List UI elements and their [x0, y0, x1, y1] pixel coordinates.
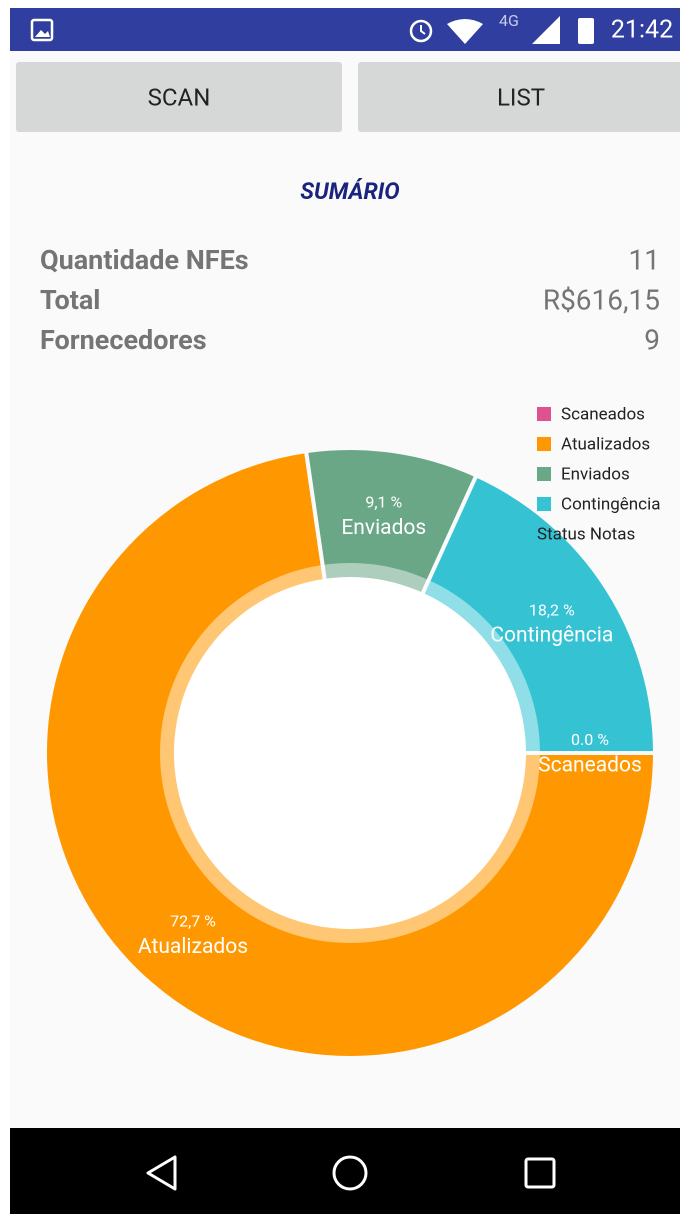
slice-value-label: 72,7 %: [170, 912, 216, 931]
home-button[interactable]: [332, 1155, 368, 1191]
navigation-bar: [10, 1128, 680, 1214]
chart-description: Status Notas: [537, 524, 635, 544]
summary-label: Fornecedores: [40, 324, 207, 356]
signal-icon: [532, 16, 560, 44]
legend-swatch: [537, 497, 551, 511]
wifi-icon: [447, 19, 483, 44]
summary-rows: Quantidade NFEs 11 Total R$616,15 Fornecedor…: [40, 243, 660, 356]
slice-category-label: Contingência: [490, 624, 613, 648]
hole: [174, 577, 526, 929]
slice-category-label: Scaneados: [538, 754, 642, 778]
legend-label: Scaneados: [561, 404, 645, 424]
slice-value-label: 0.0 %: [571, 730, 609, 749]
image-icon-glyph: [35, 30, 50, 37]
legend-label: Enviados: [561, 464, 630, 484]
clock: 21:42: [611, 16, 673, 45]
legend-swatch: [537, 467, 551, 481]
summary-value: R$616,15: [543, 283, 660, 316]
summary-label: Total: [40, 284, 100, 316]
slice-category-label: Enviados: [341, 516, 426, 540]
summary-label: Quantidade NFEs: [40, 244, 249, 276]
slice-value-label: 18,2 %: [529, 600, 575, 619]
alarm-icon: [409, 19, 433, 43]
donut-chart: 0.0 % Scaneados 72,7 % Atualizados 9,1 % Envi…: [43, 404, 660, 1060]
legend-label: Atualizados: [561, 434, 650, 454]
legend-label: Contingência: [561, 494, 660, 514]
summary-value: 11: [629, 243, 660, 276]
recents-button[interactable]: [524, 1157, 556, 1189]
network-type: 4G: [499, 11, 519, 30]
slice-value-label: 9,1 %: [365, 493, 402, 512]
status-bar: [10, 8, 680, 51]
scan-button[interactable]: [16, 62, 342, 132]
alarm-hands: [420, 25, 426, 35]
scan-button-label[interactable]: SCAN: [148, 83, 211, 111]
image-icon: [30, 18, 54, 42]
summary-title: SUMÁRIO: [300, 177, 399, 205]
list-button[interactable]: [358, 62, 680, 132]
battery-icon: [578, 18, 594, 44]
legend-swatch: [537, 437, 551, 451]
summary-value: 9: [644, 323, 660, 356]
back-button[interactable]: [146, 1155, 177, 1191]
legend-swatch: [537, 407, 551, 421]
list-button-label[interactable]: LIST: [497, 83, 545, 111]
slice-category-label: Atualizados: [138, 935, 248, 959]
